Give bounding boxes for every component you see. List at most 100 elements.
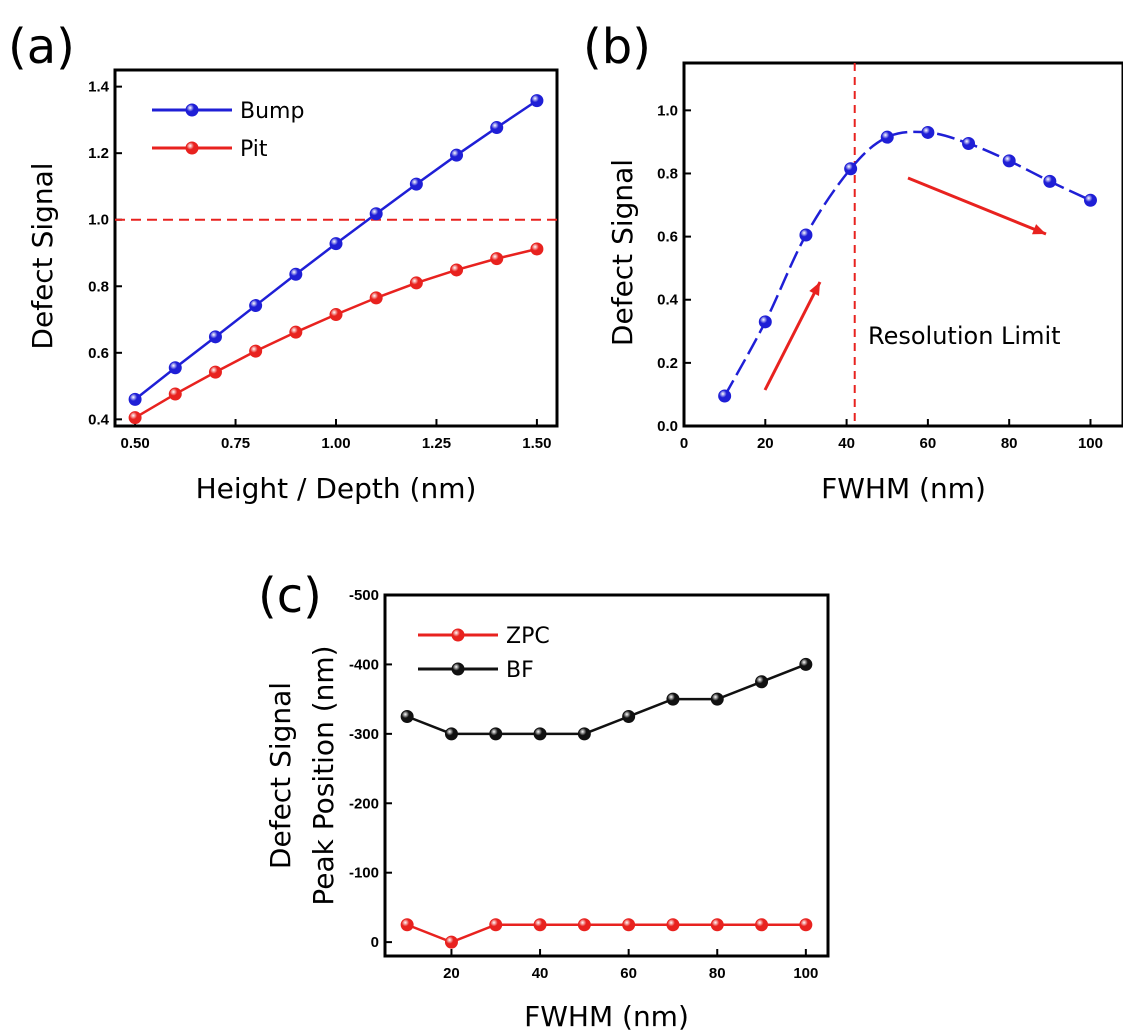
x-tick-label: 40 (838, 435, 855, 452)
data-point (844, 162, 858, 176)
y-tick-label: 0.8 (88, 278, 109, 295)
y-tick-label: -200 (349, 795, 379, 812)
data-point (921, 125, 935, 139)
decrease-arrow (907, 176, 1047, 236)
x-tick-label: 0.50 (120, 435, 149, 452)
y-axis-title: Defect Signal (264, 682, 297, 869)
panel-label: (b) (583, 19, 651, 75)
x-tick-label: 60 (920, 435, 937, 452)
data-point (400, 918, 414, 932)
y-tick-label: -400 (349, 656, 379, 673)
resolution-limit-label: Resolution Limit (868, 322, 1061, 350)
increase-arrow (763, 281, 822, 391)
x-tick-label: 100 (793, 965, 818, 982)
data-point (168, 387, 182, 401)
data-point (799, 228, 813, 242)
y-axis-title: Defect Signal (606, 159, 639, 346)
y-tick-label: 0 (371, 934, 379, 951)
data-point (755, 675, 769, 689)
x-tick-label: 80 (709, 965, 726, 982)
y-tick-label: -300 (349, 726, 379, 743)
data-point (666, 692, 680, 706)
legend-marker (185, 141, 199, 155)
data-point (799, 657, 813, 671)
data-point (289, 267, 303, 281)
data-point (490, 252, 504, 266)
x-axis-title: FWHM (nm) (524, 1000, 689, 1033)
data-point (1002, 154, 1016, 168)
legend-marker (451, 628, 465, 642)
data-point (208, 330, 222, 344)
data-point (369, 291, 383, 305)
x-tick-label: 1.25 (422, 435, 451, 452)
x-tick-label: 20 (443, 965, 460, 982)
data-point (329, 237, 343, 251)
data-point (530, 242, 544, 256)
x-axis-title: FWHM (nm) (821, 472, 986, 505)
x-tick-label: 80 (1001, 435, 1018, 452)
data-point (755, 918, 769, 932)
legend-label: BF (506, 658, 534, 683)
y-tick-label: 0.6 (88, 345, 109, 362)
series-line (406, 663, 807, 736)
data-point (1083, 193, 1097, 207)
y-tick-label: 0.8 (657, 165, 678, 182)
legend-label: Pit (240, 137, 268, 162)
legend-label: ZPC (506, 624, 550, 649)
plot-frame (682, 61, 1123, 428)
x-tick-label: 1.50 (522, 435, 551, 452)
data-point (450, 148, 464, 162)
y-tick-label: 0.4 (657, 292, 679, 309)
legend-marker (451, 662, 465, 676)
y-tick-label: 1.0 (657, 102, 678, 119)
series-line (406, 923, 806, 944)
y-tick-label: 1.4 (88, 79, 110, 96)
data-point (168, 361, 182, 375)
x-tick-label: 0 (680, 435, 688, 452)
x-tick-label: 100 (1078, 435, 1103, 452)
chart-panel-c: (c) 20 40 60 80 100 0 -100 -200 -300 -400 -500 FWHM … (258, 568, 830, 1033)
data-point (128, 411, 142, 425)
data-point (710, 918, 724, 932)
data-point (533, 727, 547, 741)
data-point (128, 392, 142, 406)
x-tick-label: 20 (757, 435, 774, 452)
data-point (962, 136, 976, 150)
panel-label: (c) (258, 568, 322, 624)
data-point (329, 308, 343, 322)
y-tick-label: 0.6 (657, 229, 678, 246)
series-line (134, 247, 538, 419)
data-point (400, 709, 414, 723)
data-point (880, 130, 894, 144)
data-point (577, 727, 591, 741)
x-tick-label: 1.00 (321, 435, 350, 452)
data-point (1043, 174, 1057, 188)
data-point (489, 918, 503, 932)
y-tick-label: -100 (349, 865, 379, 882)
x-tick-label: 60 (620, 965, 637, 982)
panel-label: (a) (8, 19, 75, 75)
legend-marker (185, 103, 199, 117)
arrow-head (809, 282, 820, 296)
x-axis-title: Height / Depth (nm) (196, 472, 477, 505)
y-tick-label: 0.2 (657, 355, 678, 372)
y-axis-title: Defect Signal (26, 162, 59, 349)
y-tick-label: 0.0 (657, 418, 678, 435)
x-tick-label: 40 (532, 965, 549, 982)
data-point (666, 918, 680, 932)
chart-panel-b: (b) 0 20 40 60 80 100 0.0 0.2 0.4 0.6 0.8 1.0 FWHM (n… (583, 19, 1123, 505)
y-tick-label: 1.2 (88, 145, 109, 162)
data-point (450, 263, 464, 277)
data-point (718, 389, 732, 403)
data-point (249, 299, 263, 313)
y-axis-title: Peak Position (nm) (307, 645, 340, 905)
chart-panel-a: (a) 0.50 0.75 1.00 1.25 1.50 0.4 0.6 0.8 1.0 1.2 1.… (8, 19, 559, 505)
data-point (622, 709, 636, 723)
data-point (622, 918, 636, 932)
data-point (409, 276, 423, 290)
data-point (249, 344, 263, 358)
arrow-head (1032, 224, 1046, 235)
data-point (369, 207, 383, 221)
data-point (490, 121, 504, 135)
